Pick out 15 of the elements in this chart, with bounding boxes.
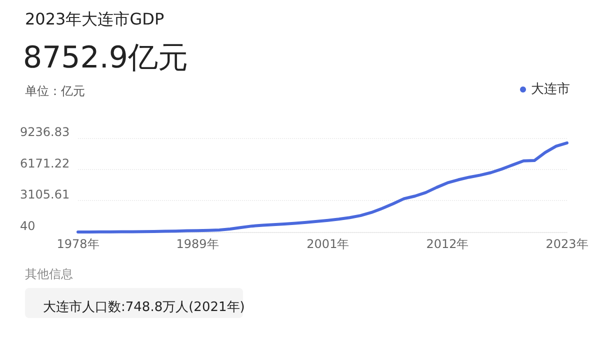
y-tick-label: 6171.22	[20, 156, 70, 170]
text: 其他信息	[25, 267, 73, 281]
x-tick-label: 1978年	[56, 237, 100, 251]
x-tick-label: 2012年	[426, 237, 469, 251]
chart-title: 2023年大连市GDP	[25, 10, 164, 28]
y-axis-title: 单位：亿元	[25, 84, 85, 98]
x-tick-label: 2023年	[546, 237, 588, 251]
legend-label: 大连市	[531, 82, 570, 97]
text: 大连市人口数:748.8万人(2021年)	[43, 300, 245, 315]
x-tick-label: 2001年	[306, 237, 350, 251]
chart-subtitle: 8752.9亿元	[23, 40, 188, 76]
x-tick-label: 1989年	[176, 237, 219, 251]
y-tick-label: 3105.61	[20, 188, 70, 202]
y-tick-label: 40	[20, 219, 36, 233]
y-tick-label: 9236.83	[20, 125, 70, 139]
